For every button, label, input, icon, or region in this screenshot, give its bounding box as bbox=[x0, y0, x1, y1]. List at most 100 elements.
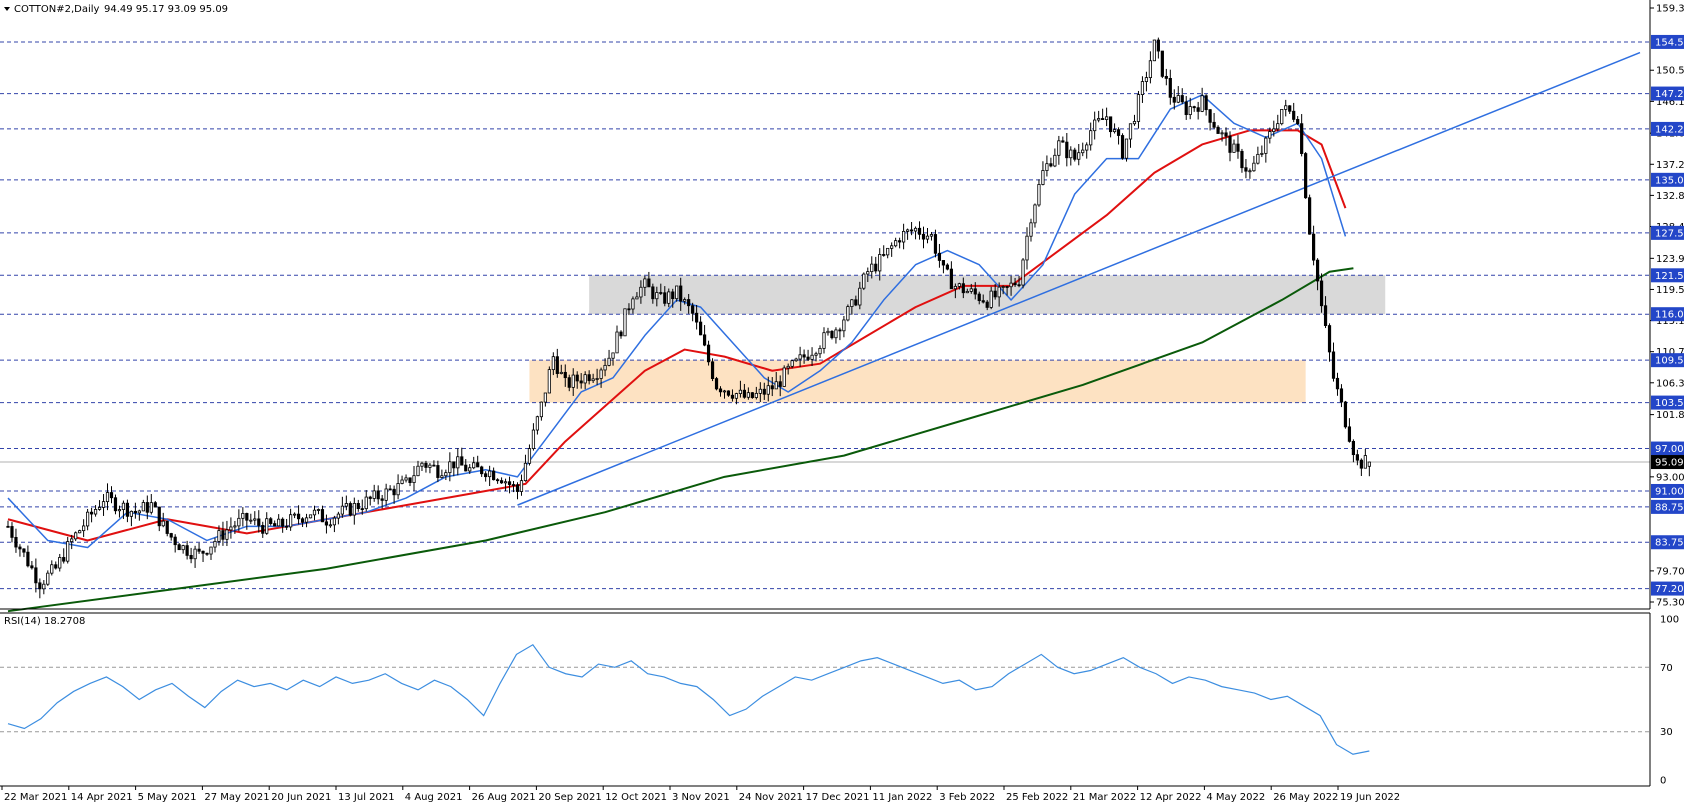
candle-body bbox=[50, 564, 54, 574]
candle-body bbox=[842, 319, 846, 332]
candle-body bbox=[905, 229, 910, 232]
time-tick-label: 27 May 2021 bbox=[204, 792, 269, 803]
candle-body bbox=[551, 356, 555, 371]
candle-body bbox=[882, 254, 886, 256]
level-label: 154.50 bbox=[1655, 37, 1684, 48]
candle-body bbox=[153, 502, 157, 508]
candle-body bbox=[6, 525, 10, 528]
candle-body bbox=[316, 509, 321, 511]
candle-body bbox=[97, 507, 102, 510]
price-candles bbox=[6, 37, 1371, 599]
candle-body bbox=[356, 503, 360, 510]
candle-body bbox=[1188, 106, 1192, 116]
candle-body bbox=[328, 524, 333, 527]
candle-body bbox=[1315, 259, 1320, 282]
candle-body bbox=[376, 490, 380, 500]
candle-body bbox=[1359, 459, 1363, 469]
candle-body bbox=[384, 488, 388, 501]
candle-body bbox=[38, 582, 42, 590]
candle-body bbox=[695, 312, 699, 323]
candle-body bbox=[973, 288, 977, 295]
candle-body bbox=[396, 483, 400, 496]
candle-body bbox=[1089, 130, 1093, 146]
time-tick-label: 21 Mar 2022 bbox=[1073, 792, 1136, 803]
candle-body bbox=[217, 530, 221, 542]
candle-body bbox=[221, 530, 225, 540]
candle-body bbox=[1319, 280, 1324, 307]
candle-body bbox=[121, 502, 126, 510]
candle-body bbox=[456, 456, 460, 469]
candle-body bbox=[726, 390, 731, 396]
candle-body bbox=[766, 385, 770, 395]
rsi-tick-label: 100 bbox=[1660, 615, 1679, 626]
candle-body bbox=[802, 354, 806, 358]
candle-body bbox=[702, 334, 707, 346]
candle-body bbox=[245, 513, 249, 521]
candle-body bbox=[718, 388, 723, 393]
level-label: 135.00 bbox=[1655, 175, 1684, 186]
candle-body bbox=[488, 470, 492, 478]
candle-body bbox=[834, 329, 838, 339]
candle-body bbox=[372, 490, 376, 499]
candle-body bbox=[957, 283, 961, 287]
candle-body bbox=[161, 520, 165, 527]
candle-body bbox=[332, 517, 337, 526]
candle-body bbox=[1041, 170, 1045, 185]
candle-body bbox=[249, 519, 253, 522]
candle-body bbox=[1331, 351, 1336, 379]
candle-body bbox=[308, 514, 313, 519]
candle-body bbox=[1160, 50, 1164, 77]
candle-body bbox=[595, 378, 599, 380]
candle-body bbox=[921, 233, 926, 240]
candle-body bbox=[137, 510, 141, 514]
time-tick-label: 26 May 2022 bbox=[1273, 792, 1338, 803]
candle-body bbox=[515, 484, 520, 492]
candle-body bbox=[1168, 78, 1172, 98]
candle-body bbox=[611, 352, 615, 359]
time-tick-label: 13 Jul 2021 bbox=[338, 792, 395, 803]
candle-body bbox=[663, 292, 667, 304]
level-label: 116.00 bbox=[1655, 310, 1684, 321]
price-tick-label: 146.10 bbox=[1656, 97, 1684, 108]
time-tick-label: 3 Nov 2021 bbox=[672, 792, 730, 803]
dropdown-triangle-icon[interactable] bbox=[4, 7, 10, 11]
candle-body bbox=[778, 381, 782, 387]
candle-body bbox=[292, 513, 297, 516]
rsi-axis-ticks: 100 70 30 0 bbox=[1660, 615, 1679, 787]
candle-body bbox=[26, 551, 30, 567]
candle-body bbox=[1045, 163, 1049, 171]
time-tick-label: 20 Sep 2021 bbox=[538, 792, 601, 803]
candle-body bbox=[567, 377, 571, 388]
candle-body bbox=[86, 511, 90, 527]
candle-body bbox=[997, 286, 1001, 298]
candle-body bbox=[277, 518, 281, 527]
candle-body bbox=[336, 513, 340, 519]
candle-body bbox=[555, 356, 559, 374]
candle-body bbox=[762, 388, 766, 395]
candle-body bbox=[902, 230, 906, 243]
candle-body bbox=[1304, 153, 1308, 199]
candle-body bbox=[18, 546, 22, 550]
candle-body bbox=[710, 361, 715, 379]
candle-body bbox=[587, 374, 591, 382]
time-axis-ticks: 22 Mar 2021 14 Apr 2021 5 May 2021 27 May 2… bbox=[1, 786, 1400, 803]
candle-body bbox=[989, 290, 993, 308]
candle-body bbox=[714, 378, 719, 390]
candle-body bbox=[850, 299, 854, 308]
price-tick-label: 150.50 bbox=[1656, 66, 1684, 77]
candle-body bbox=[133, 510, 137, 514]
candle-body bbox=[1029, 222, 1033, 237]
candle-body bbox=[941, 260, 946, 266]
candle-body bbox=[826, 330, 830, 334]
candle-body bbox=[1244, 167, 1248, 172]
candle-body bbox=[177, 544, 181, 551]
candle-body bbox=[639, 286, 643, 298]
candle-body bbox=[201, 550, 205, 554]
candle-body bbox=[1184, 101, 1188, 116]
candle-body bbox=[1152, 39, 1156, 62]
candle-body bbox=[969, 288, 973, 292]
candle-body bbox=[225, 529, 229, 540]
candle-body bbox=[340, 505, 344, 515]
candle-body bbox=[14, 536, 18, 548]
candle-body bbox=[197, 548, 201, 552]
